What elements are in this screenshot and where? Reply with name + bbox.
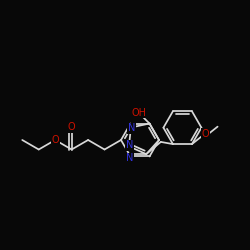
Text: N: N: [128, 124, 136, 134]
Text: O: O: [202, 129, 209, 139]
Text: O: O: [68, 122, 76, 132]
Text: O: O: [51, 135, 59, 145]
Text: N: N: [126, 140, 134, 150]
Text: N: N: [126, 154, 133, 164]
Text: OH: OH: [132, 108, 147, 118]
